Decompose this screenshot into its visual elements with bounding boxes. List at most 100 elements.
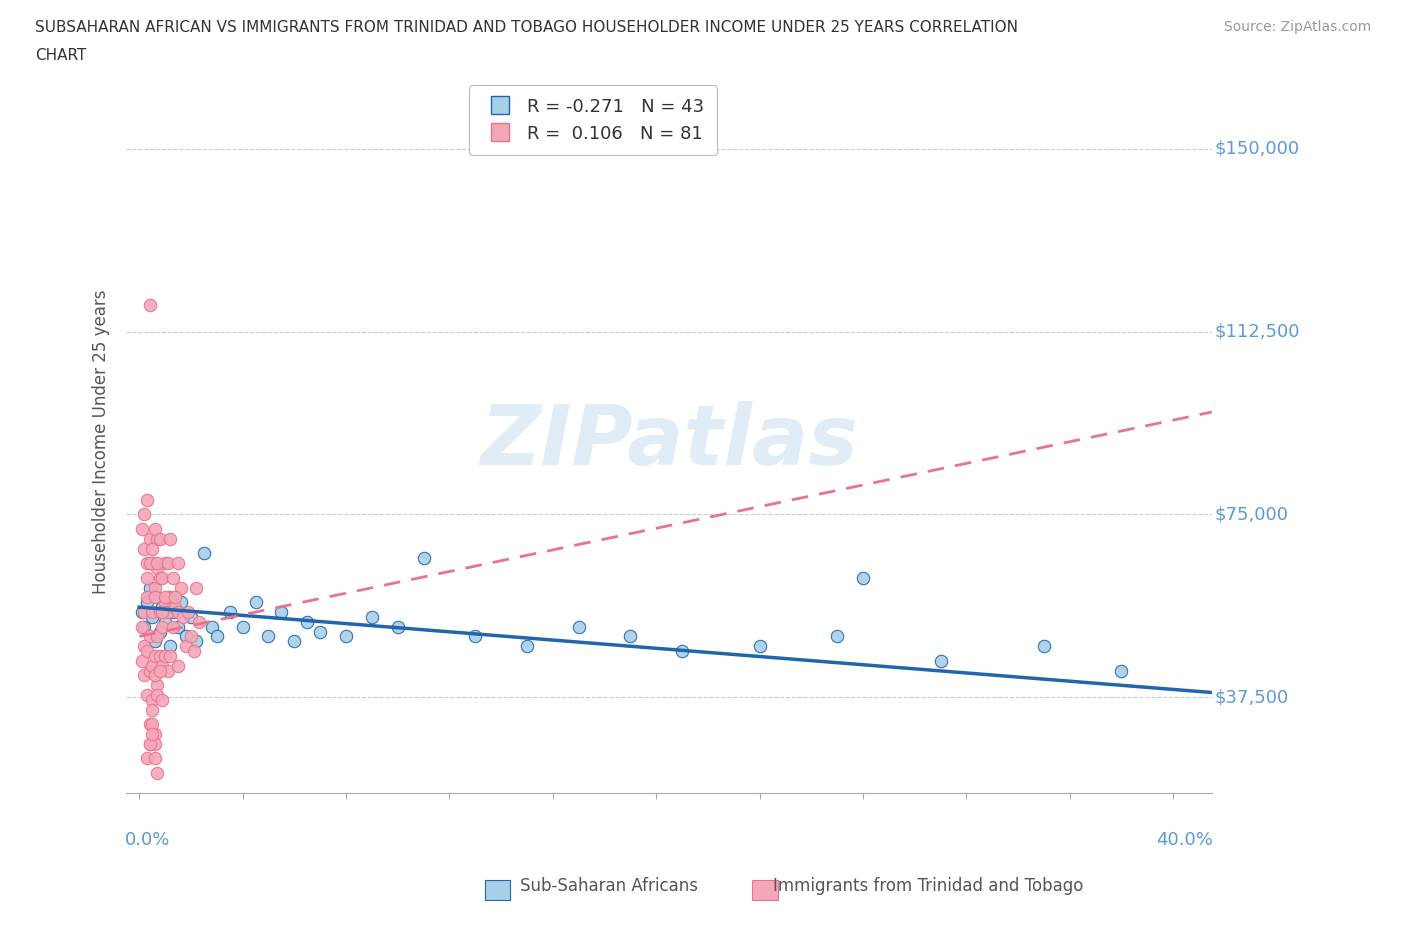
Point (141, 604, 163, 619)
Point (152, 604, 174, 619)
Point (134, 668, 156, 683)
Point (297, 615, 319, 630)
Point (184, 580, 207, 595)
Point (177, 604, 200, 619)
Text: $112,500: $112,500 (1215, 323, 1299, 340)
Point (152, 693, 174, 708)
Point (143, 751, 166, 765)
Point (335, 629, 357, 644)
Point (131, 619, 153, 634)
Point (149, 663, 172, 678)
Point (136, 644, 159, 658)
Point (149, 604, 172, 619)
Point (174, 629, 197, 644)
Point (748, 639, 770, 654)
Point (141, 717, 163, 732)
Point (134, 541, 156, 556)
Point (159, 648, 181, 663)
Point (245, 595, 267, 610)
Point (153, 648, 176, 663)
Point (138, 737, 160, 751)
Point (174, 639, 197, 654)
Point (143, 634, 166, 649)
Point (136, 556, 159, 571)
Point (852, 570, 875, 585)
Text: Source: ZipAtlas.com: Source: ZipAtlas.com (1223, 20, 1371, 34)
Point (141, 693, 163, 708)
Point (180, 609, 202, 624)
Point (309, 624, 332, 639)
Point (136, 595, 159, 610)
Point (143, 580, 166, 595)
Point (159, 531, 181, 546)
Point (464, 629, 486, 644)
Text: ZIPatlas: ZIPatlas (481, 401, 858, 482)
Point (257, 629, 280, 644)
Point (153, 556, 176, 571)
Text: Immigrants from Trinidad and Tobago: Immigrants from Trinidad and Tobago (773, 877, 1084, 895)
Text: CHART: CHART (35, 48, 87, 63)
Point (180, 629, 202, 644)
Point (187, 615, 209, 630)
Point (671, 644, 693, 658)
Point (146, 678, 169, 693)
Point (131, 604, 153, 619)
Point (1032, 639, 1054, 654)
Point (270, 604, 292, 619)
Point (146, 590, 169, 604)
Point (167, 556, 190, 571)
Text: Sub-Saharan Africans: Sub-Saharan Africans (520, 877, 699, 895)
Point (146, 556, 169, 571)
Point (149, 624, 172, 639)
Point (283, 634, 305, 649)
Text: 0.0%: 0.0% (125, 831, 170, 849)
Point (149, 570, 172, 585)
Point (153, 590, 176, 604)
Point (136, 751, 159, 765)
Point (183, 644, 205, 658)
Point (136, 492, 159, 507)
Point (568, 619, 591, 634)
Point (156, 663, 179, 678)
Text: 40.0%: 40.0% (1156, 831, 1213, 849)
Point (516, 639, 538, 654)
Point (143, 726, 166, 741)
Point (134, 639, 156, 654)
Point (167, 658, 190, 673)
Text: $75,000: $75,000 (1215, 505, 1288, 524)
Point (152, 658, 174, 673)
Point (152, 600, 174, 615)
Point (172, 609, 194, 624)
Point (162, 604, 184, 619)
Point (1111, 663, 1133, 678)
Point (162, 570, 184, 585)
Point (143, 737, 166, 751)
Point (146, 561, 169, 576)
Legend: R = -0.271   N = 43, R =  0.106   N = 81: R = -0.271 N = 43, R = 0.106 N = 81 (470, 85, 717, 155)
Text: SUBSAHARAN AFRICAN VS IMMIGRANTS FROM TRINIDAD AND TOBAGO HOUSEHOLDER INCOME UND: SUBSAHARAN AFRICAN VS IMMIGRANTS FROM TR… (35, 20, 1018, 35)
Point (218, 604, 240, 619)
Point (143, 648, 166, 663)
Point (131, 654, 153, 669)
Point (134, 507, 156, 522)
Point (153, 595, 176, 610)
Text: $150,000: $150,000 (1215, 140, 1299, 157)
Point (232, 619, 254, 634)
Point (138, 629, 160, 644)
Point (138, 717, 160, 732)
Point (360, 609, 382, 624)
Point (159, 639, 181, 654)
Point (200, 619, 222, 634)
Point (141, 609, 163, 624)
Y-axis label: Householder Income Under 25 years: Householder Income Under 25 years (93, 289, 110, 593)
Point (141, 726, 163, 741)
Point (138, 298, 160, 312)
Point (156, 604, 179, 619)
Point (141, 556, 163, 571)
Point (131, 522, 153, 537)
Point (165, 590, 187, 604)
Point (165, 600, 187, 615)
Point (167, 604, 190, 619)
Point (141, 541, 163, 556)
Point (138, 737, 160, 751)
